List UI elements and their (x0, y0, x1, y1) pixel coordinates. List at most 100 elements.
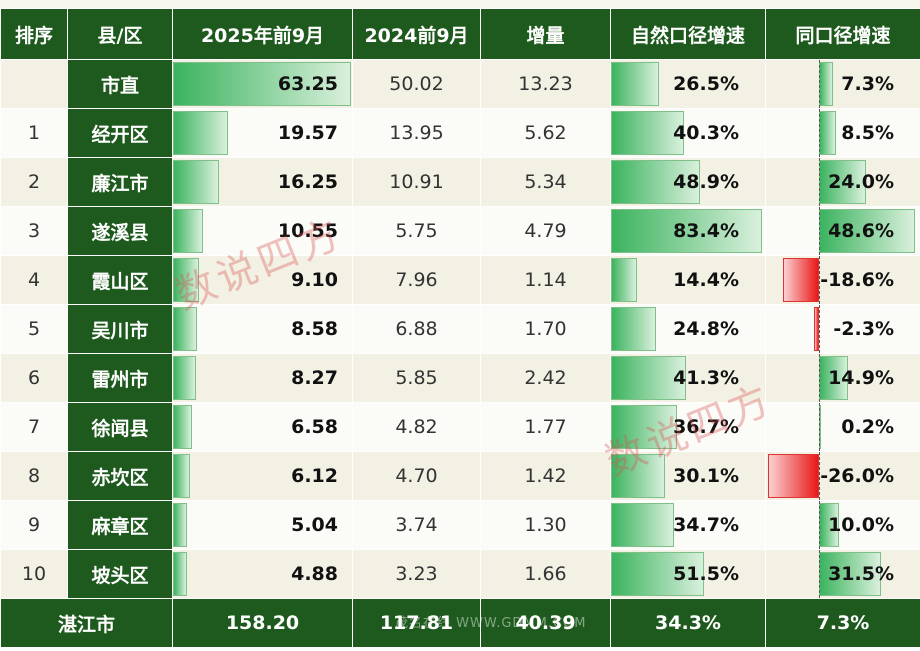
natural-growth-value: 30.1% (673, 465, 739, 487)
comparable-growth-value: 10.0% (828, 514, 894, 536)
county-cell: 经开区 (67, 108, 173, 158)
comparable-growth-value: -2.3% (833, 318, 894, 340)
bar-natural-growth (611, 356, 686, 400)
natural-growth-value: 51.5% (673, 563, 739, 585)
rank-cell: 7 (0, 402, 68, 452)
comparable-growth-cell: 48.6% (765, 206, 920, 256)
bar-2025 (173, 454, 191, 498)
bar-natural-growth (611, 160, 700, 204)
natural-growth-cell: 40.3% (610, 108, 766, 158)
zero-axis (819, 403, 820, 451)
value-2025-cell: 6.12 (172, 451, 353, 501)
natural-growth-cell: 26.5% (610, 59, 766, 109)
data-table: 排序 县/区 2025年前9月 2024前9月 增量 自然口径增速 同口径增速 … (0, 8, 920, 648)
table-row: 2 廉江市 16.25 10.91 5.34 48.9% 24.0% (0, 157, 920, 207)
comparable-growth-cell: -2.3% (765, 304, 920, 354)
total-2024: 117.81 (352, 598, 481, 648)
increase-cell: 13.23 (480, 59, 611, 109)
increase-cell: 5.62 (480, 108, 611, 158)
natural-growth-value: 40.3% (673, 122, 739, 144)
comparable-growth-value: 8.5% (841, 122, 894, 144)
rank-cell: 5 (0, 304, 68, 354)
rank-cell: 10 (0, 549, 68, 599)
increase-cell: 1.42 (480, 451, 611, 501)
bar-comparable-growth (819, 552, 882, 596)
increase-cell: 1.77 (480, 402, 611, 452)
natural-growth-cell: 30.1% (610, 451, 766, 501)
zero-axis (819, 452, 820, 500)
increase-cell: 1.70 (480, 304, 611, 354)
comparable-growth-value: 14.9% (828, 367, 894, 389)
value-2025-cell: 8.27 (172, 353, 353, 403)
bar-2025 (173, 111, 229, 155)
value-2025-cell: 8.58 (172, 304, 353, 354)
natural-growth-value: 34.7% (673, 514, 739, 536)
bar-natural-growth (611, 307, 656, 351)
value-2025: 4.88 (291, 563, 338, 585)
rank-cell: 3 (0, 206, 68, 256)
footer-watermark: 茂名在线 WWW.GDMM.COM (395, 616, 587, 631)
bar-natural-growth (611, 258, 638, 302)
natural-growth-cell: 24.8% (610, 304, 766, 354)
table-row: 市直 63.25 50.02 13.23 26.5% 7.3% (0, 59, 920, 109)
total-2025: 158.20 (172, 598, 353, 648)
value-2025-cell: 63.25 (172, 59, 353, 109)
increase-cell: 4.79 (480, 206, 611, 256)
bar-2025 (173, 503, 188, 547)
bar-2025 (173, 258, 199, 302)
bar-2025 (173, 160, 219, 204)
natural-growth-value: 41.3% (673, 367, 739, 389)
comparable-growth-value: -26.0% (820, 465, 894, 487)
table-row: 6 雷州市 8.27 5.85 2.42 41.3% 14.9% (0, 353, 920, 403)
county-cell: 霞山区 (67, 255, 173, 305)
bar-2025 (173, 307, 198, 351)
value-2025: 10.55 (277, 220, 338, 242)
natural-growth-cell: 48.9% (610, 157, 766, 207)
value-2025: 19.57 (277, 122, 338, 144)
zero-axis (819, 305, 820, 353)
natural-growth-value: 36.7% (673, 416, 739, 438)
bar-2025 (173, 209, 203, 253)
comparable-growth-cell: -18.6% (765, 255, 920, 305)
table-row: 3 遂溪县 10.55 5.75 4.79 83.4% 48.6% (0, 206, 920, 256)
county-cell: 吴川市 (67, 304, 173, 354)
value-2025-cell: 5.04 (172, 500, 353, 550)
comparable-growth-cell: 7.3% (765, 59, 920, 109)
county-cell: 坡头区 (67, 549, 173, 599)
bar-2025 (173, 356, 197, 400)
value-2024-cell: 13.95 (352, 108, 481, 158)
bar-comparable-growth (819, 111, 836, 155)
zero-axis (819, 207, 820, 255)
rank-cell: 2 (0, 157, 68, 207)
value-2025-cell: 16.25 (172, 157, 353, 207)
natural-growth-value: 14.4% (673, 269, 739, 291)
table-row: 9 麻章区 5.04 3.74 1.30 34.7% 10.0% (0, 500, 920, 550)
zero-axis (819, 550, 820, 598)
table-row: 4 霞山区 9.10 7.96 1.14 14.4% -18.6% (0, 255, 920, 305)
bar-natural-growth (611, 209, 762, 253)
bar-comparable-growth (819, 160, 867, 204)
rank-cell: 9 (0, 500, 68, 550)
comparable-growth-value: 7.3% (841, 73, 894, 95)
total-increase: 40.39 (480, 598, 611, 648)
bar-2025 (173, 405, 192, 449)
total-row: 湛江市 158.20 117.81 40.39 34.3% 7.3% (0, 598, 920, 648)
value-2024-cell: 10.91 (352, 157, 481, 207)
table-row: 7 徐闻县 6.58 4.82 1.77 36.7% 0.2% (0, 402, 920, 452)
value-2024-cell: 4.70 (352, 451, 481, 501)
bar-natural-growth (611, 503, 674, 547)
comparable-growth-cell: 10.0% (765, 500, 920, 550)
value-2025: 6.12 (291, 465, 338, 487)
comparable-growth-value: 0.2% (841, 416, 894, 438)
natural-growth-value: 48.9% (673, 171, 739, 193)
natural-growth-cell: 34.7% (610, 500, 766, 550)
value-2025-cell: 19.57 (172, 108, 353, 158)
comparable-growth-value: 24.0% (828, 171, 894, 193)
value-2025: 8.58 (291, 318, 338, 340)
comparable-growth-cell: 31.5% (765, 549, 920, 599)
value-2025: 16.25 (277, 171, 338, 193)
header-row: 排序 县/区 2025年前9月 2024前9月 增量 自然口径增速 同口径增速 (0, 8, 920, 60)
value-2024-cell: 6.88 (352, 304, 481, 354)
comparable-growth-cell: 0.2% (765, 402, 920, 452)
